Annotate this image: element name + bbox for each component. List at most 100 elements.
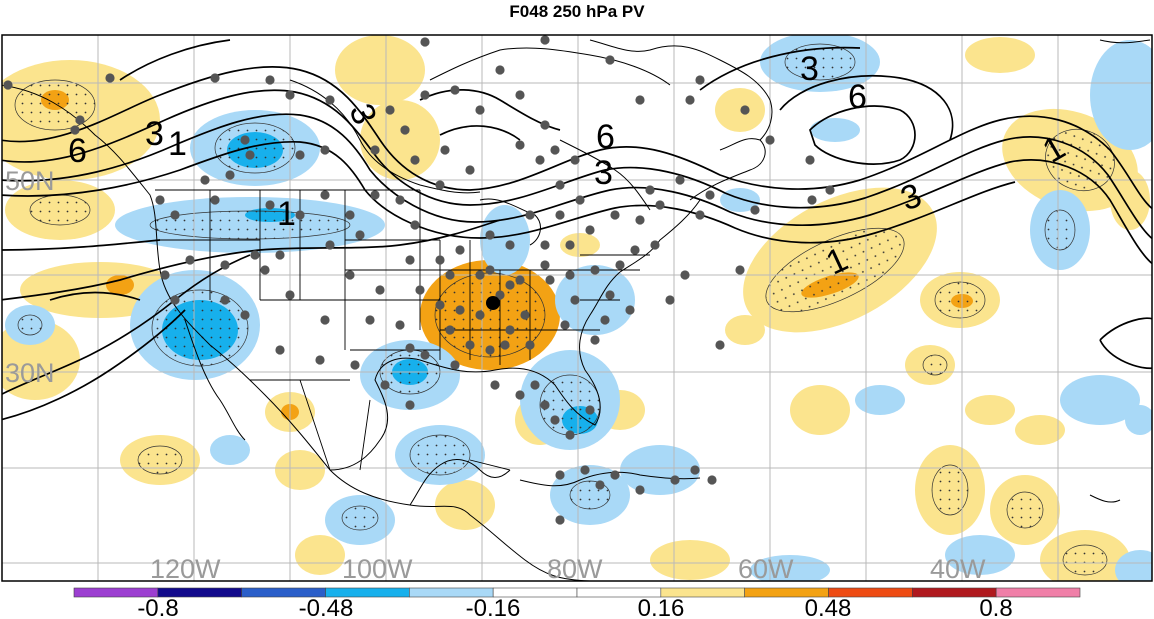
station-dot bbox=[695, 75, 705, 85]
contour-label: 3 bbox=[594, 154, 613, 192]
station-dot bbox=[365, 315, 375, 325]
station-dot bbox=[395, 320, 405, 330]
station-dot bbox=[590, 335, 600, 345]
lon-label: 40W bbox=[930, 554, 986, 584]
station-dot bbox=[320, 315, 330, 325]
station-dot bbox=[285, 90, 295, 100]
station-dot bbox=[520, 310, 530, 320]
political-borders bbox=[155, 189, 650, 471]
station-dot bbox=[420, 350, 430, 360]
station-dot bbox=[295, 210, 305, 220]
station-dot bbox=[540, 400, 550, 410]
station-dot bbox=[515, 140, 525, 150]
station-dot bbox=[155, 195, 165, 205]
colorbar-tick-label: -0.8 bbox=[137, 595, 178, 619]
station-dot bbox=[610, 470, 620, 480]
station-dot bbox=[250, 250, 260, 260]
station-dot bbox=[275, 345, 285, 355]
station-dot bbox=[435, 255, 445, 265]
station-dot bbox=[245, 150, 255, 160]
lon-label: 80W bbox=[547, 554, 603, 584]
station-dot bbox=[615, 260, 625, 270]
station-dot bbox=[345, 210, 355, 220]
station-dot bbox=[420, 37, 430, 47]
station-dot bbox=[415, 285, 425, 295]
station-dot bbox=[435, 180, 445, 190]
station-dot bbox=[570, 155, 580, 165]
station-dot bbox=[595, 480, 605, 490]
contour-label: 6 bbox=[596, 118, 615, 156]
station-dot bbox=[705, 190, 715, 200]
station-dot bbox=[505, 280, 515, 290]
station-dot bbox=[550, 415, 560, 425]
station-dot bbox=[560, 320, 570, 330]
station-dot bbox=[225, 170, 235, 180]
station-dot bbox=[420, 90, 430, 100]
station-dot bbox=[405, 343, 415, 353]
station-dot bbox=[505, 240, 515, 250]
station-dot bbox=[210, 195, 220, 205]
station-dot bbox=[370, 145, 380, 155]
station-dot bbox=[445, 325, 455, 335]
station-dot bbox=[325, 95, 335, 105]
station-dot bbox=[450, 360, 460, 370]
station-dot bbox=[610, 210, 620, 220]
station-dot bbox=[170, 295, 180, 305]
station-dot bbox=[455, 305, 465, 315]
station-dot bbox=[500, 340, 510, 350]
station-dot bbox=[410, 155, 420, 165]
station-dot bbox=[445, 270, 455, 280]
station-dot bbox=[670, 475, 680, 485]
station-dot bbox=[555, 470, 565, 480]
station-dot bbox=[490, 380, 500, 390]
station-dot bbox=[370, 190, 380, 200]
station-dot bbox=[650, 240, 660, 250]
station-dot bbox=[3, 80, 13, 90]
station-dot bbox=[540, 35, 550, 45]
station-dot bbox=[555, 515, 565, 525]
station-dot bbox=[605, 55, 615, 65]
station-dot bbox=[635, 215, 645, 225]
station-dot bbox=[265, 200, 275, 210]
station-dot bbox=[210, 73, 220, 83]
station-dot bbox=[570, 295, 580, 305]
station-dot bbox=[625, 305, 635, 315]
station-dot bbox=[630, 245, 640, 255]
station-dot bbox=[825, 185, 835, 195]
station-dot bbox=[410, 220, 420, 230]
station-dot bbox=[350, 360, 360, 370]
station-dot bbox=[540, 260, 550, 270]
station-dot bbox=[380, 380, 390, 390]
station-dot bbox=[715, 340, 725, 350]
station-dot bbox=[550, 145, 560, 155]
station-dot bbox=[240, 135, 250, 145]
station-dot bbox=[285, 290, 295, 300]
station-dot bbox=[170, 210, 180, 220]
station-dot bbox=[605, 290, 615, 300]
station-dot bbox=[600, 315, 610, 325]
station-dot bbox=[435, 300, 445, 310]
station-dot bbox=[465, 340, 475, 350]
station-dot bbox=[265, 75, 275, 85]
station-dot bbox=[160, 270, 170, 280]
station-dot bbox=[655, 200, 665, 210]
station-dot bbox=[355, 230, 365, 240]
colorbar bbox=[73, 587, 1081, 598]
station-dot bbox=[385, 105, 395, 115]
station-dot bbox=[515, 275, 525, 285]
contour-label: 1 bbox=[168, 125, 187, 163]
station-dot bbox=[765, 135, 775, 145]
station-dot bbox=[440, 145, 450, 155]
station-dot bbox=[505, 325, 515, 335]
station-dot bbox=[805, 155, 815, 165]
station-dot bbox=[295, 150, 305, 160]
station-dot bbox=[485, 230, 495, 240]
station-dot bbox=[455, 245, 465, 255]
station-dot bbox=[220, 295, 230, 305]
station-dot bbox=[240, 310, 250, 320]
station-dot bbox=[320, 145, 330, 155]
station-dot bbox=[260, 265, 270, 275]
station-dot bbox=[580, 465, 590, 475]
station-dot bbox=[405, 255, 415, 265]
